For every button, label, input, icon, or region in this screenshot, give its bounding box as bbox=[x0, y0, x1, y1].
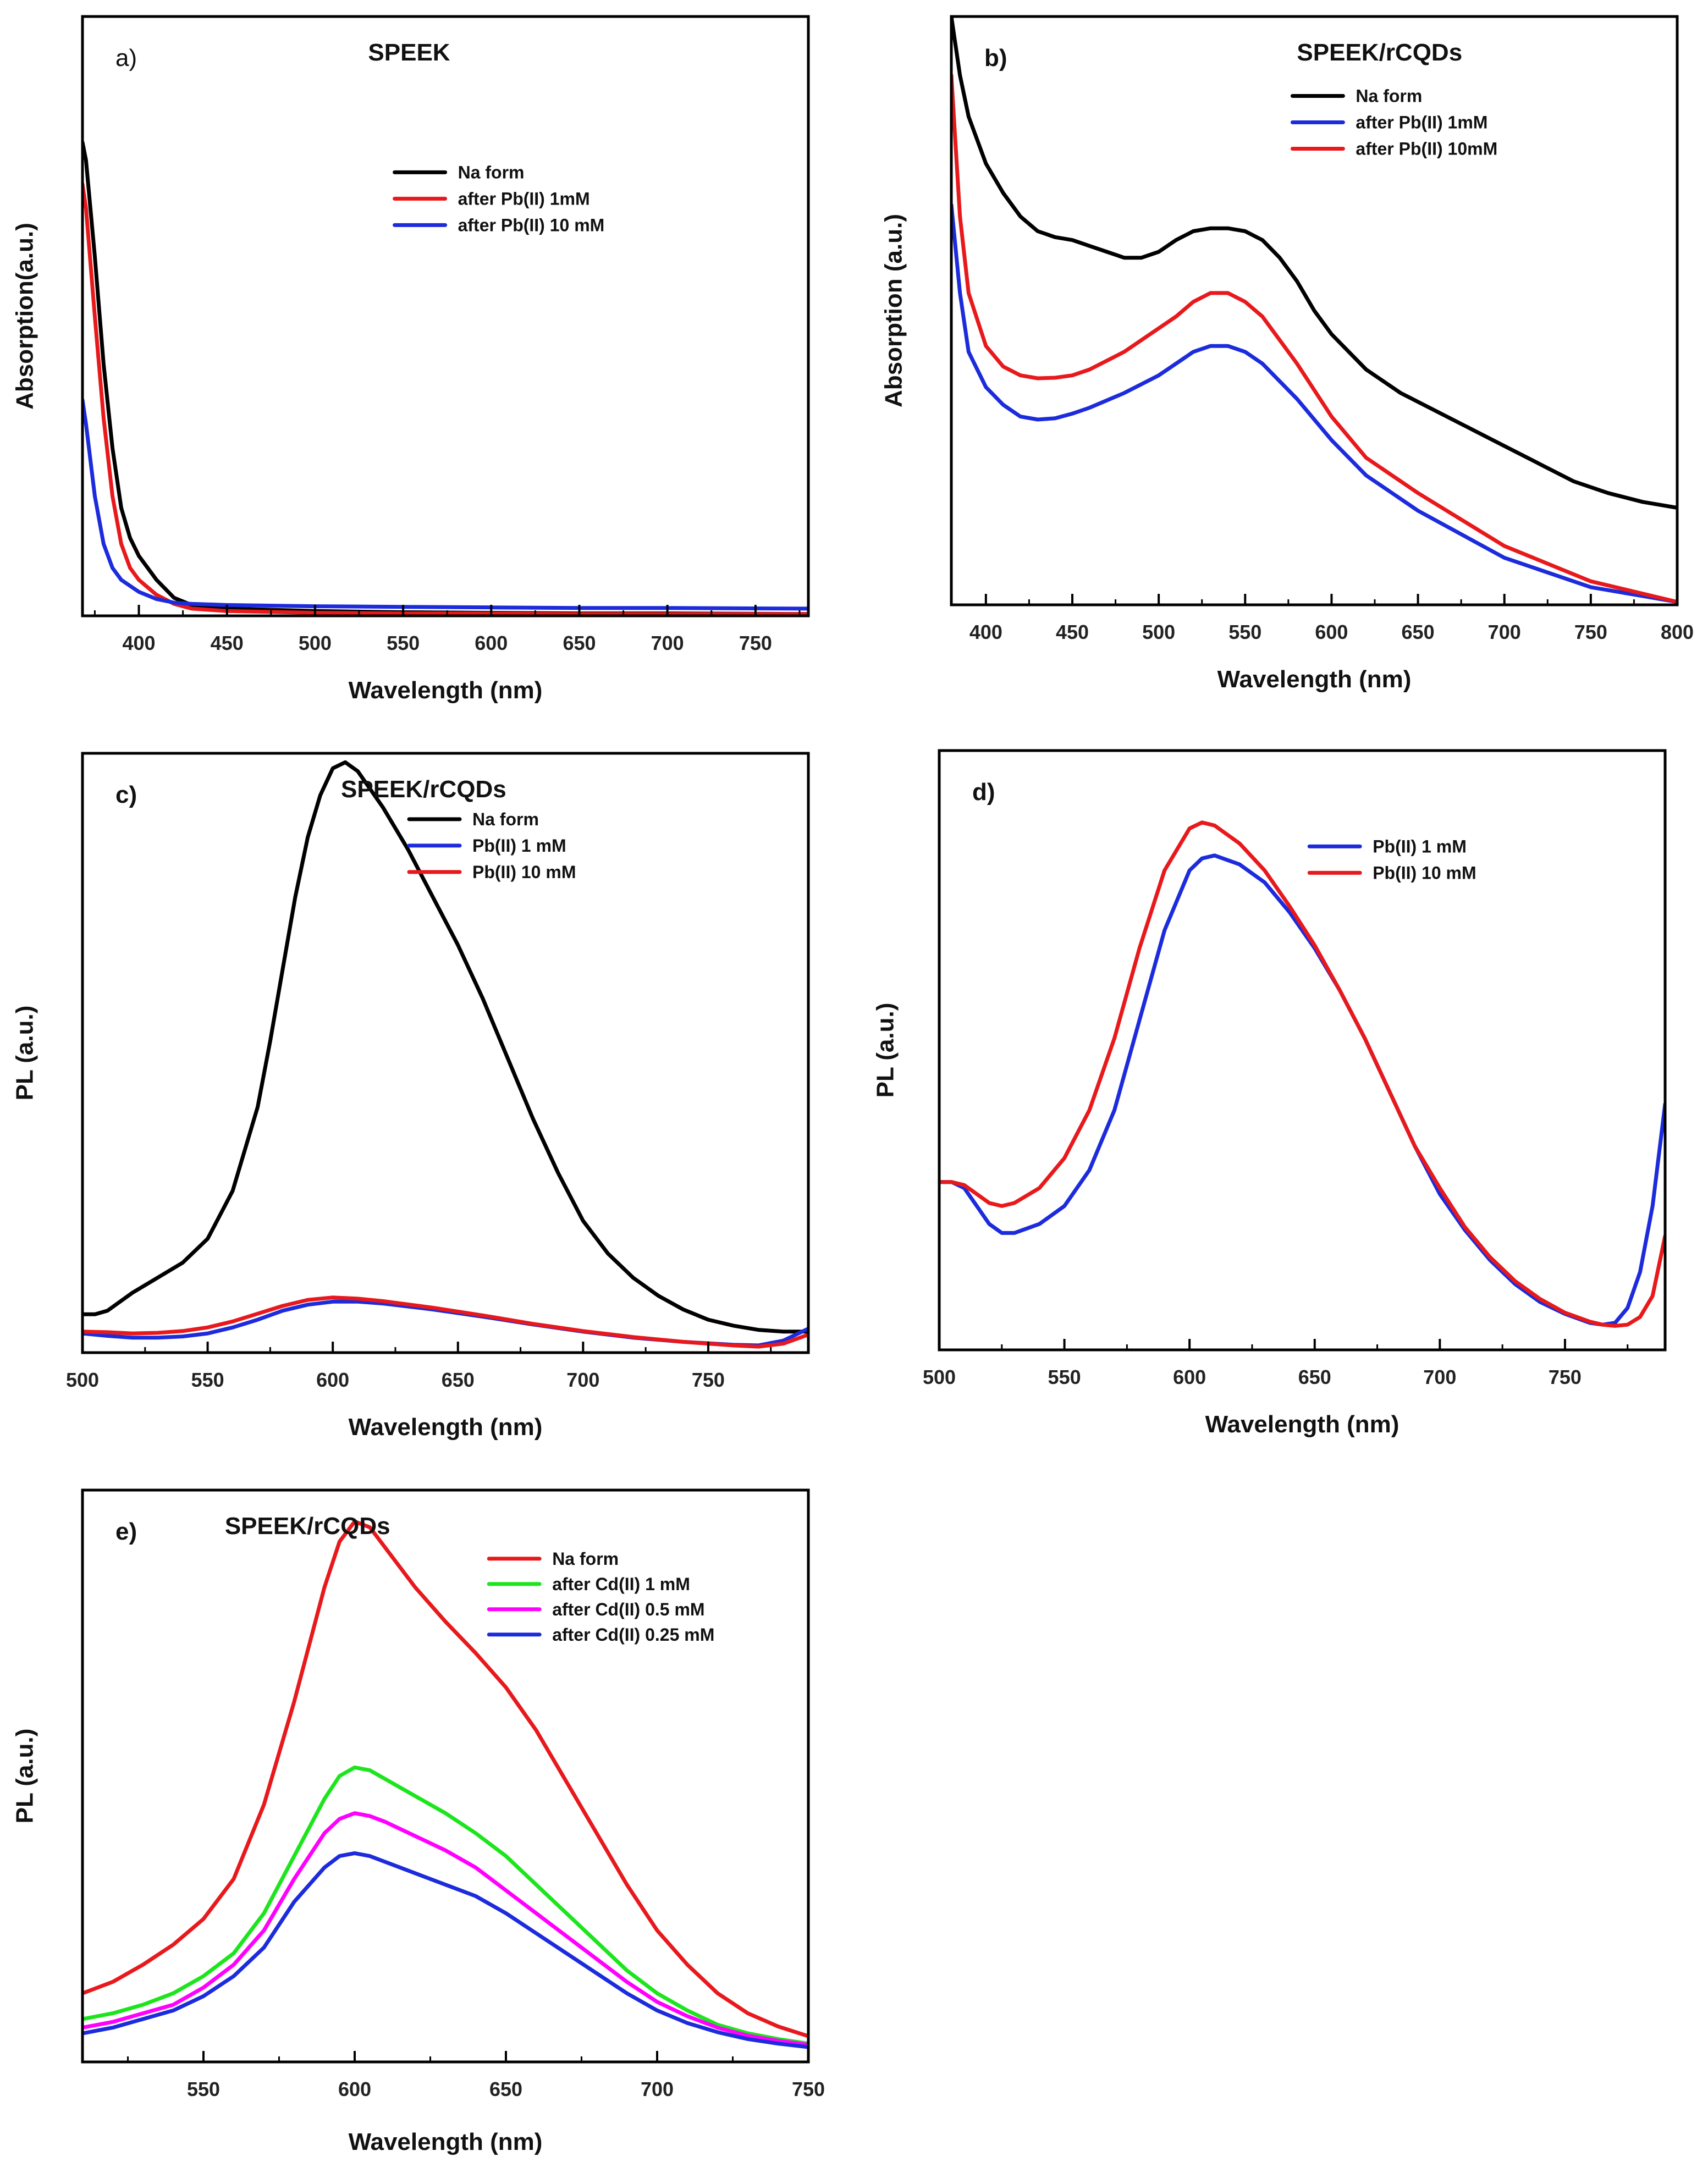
legend-label-a-1: after Pb(II) 1mM bbox=[458, 189, 590, 208]
series-line-e-0 bbox=[82, 1519, 808, 2038]
legend-label-a-2: after Pb(II) 10 mM bbox=[458, 215, 605, 235]
x-axis-label-d: Wavelength (nm) bbox=[1205, 1411, 1400, 1438]
plot-frame-a bbox=[81, 15, 810, 617]
x-tick-label-c-3: 650 bbox=[442, 1369, 475, 1391]
legend-label-a-0: Na form bbox=[458, 162, 525, 182]
y-axis-label-e: PL (a.u.) bbox=[12, 1729, 38, 1824]
series-line-a-0 bbox=[82, 140, 808, 616]
x-tick-label-b-8: 800 bbox=[1661, 621, 1694, 643]
legend-label-c-0: Na form bbox=[472, 809, 539, 829]
x-axis-label-e: Wavelength (nm) bbox=[349, 2128, 543, 2155]
legend-label-b-2: after Pb(II) 10mM bbox=[1356, 139, 1497, 158]
panel-letter-c: c) bbox=[115, 781, 137, 808]
legend-label-b-1: after Pb(II) 1mM bbox=[1356, 112, 1487, 132]
x-tick-label-c-1: 550 bbox=[191, 1369, 224, 1391]
legend-label-c-1: Pb(II) 1 mM bbox=[472, 836, 566, 856]
chart-panel-e: 550 600 650 700 750 Wavelength (nm) PL (a.u.) e… bbox=[12, 1488, 825, 2155]
series-line-a-2 bbox=[82, 398, 808, 611]
x-tick-label-a-7: 750 bbox=[739, 632, 772, 654]
x-tick-label-d-4: 700 bbox=[1423, 1366, 1456, 1388]
x-axis-label-b: Wavelength (nm) bbox=[1217, 666, 1412, 693]
x-axis-label-c: Wavelength (nm) bbox=[349, 1414, 543, 1441]
chart-title-a: SPEEK bbox=[368, 39, 450, 66]
legend-label-e-2: after Cd(II) 0.5 mM bbox=[552, 1600, 704, 1619]
plot-frame-c bbox=[81, 752, 810, 1354]
x-tick-label-b-6: 700 bbox=[1488, 621, 1521, 643]
panel-letter-b: b) bbox=[984, 45, 1007, 71]
chart-panel-d: 500 550 600 650 700 750 Wavelength (nm) PL (a.u… bbox=[872, 749, 1667, 1438]
x-tick-label-b-7: 750 bbox=[1574, 621, 1607, 643]
x-tick-label-c-2: 600 bbox=[316, 1369, 349, 1391]
x-tick-label-a-6: 700 bbox=[651, 632, 684, 654]
series-line-d-1 bbox=[939, 820, 1665, 1328]
legend-label-e-3: after Cd(II) 0.25 mM bbox=[552, 1625, 714, 1645]
x-tick-label-b-2: 500 bbox=[1142, 621, 1175, 643]
legend-label-d-0: Pb(II) 1 mM bbox=[1373, 836, 1467, 856]
plot-frame-d bbox=[938, 749, 1667, 1352]
legend-label-e-0: Na form bbox=[552, 1549, 619, 1569]
series-line-a-1 bbox=[82, 182, 808, 616]
x-tick-label-d-5: 750 bbox=[1549, 1366, 1582, 1388]
x-tick-label-b-0: 400 bbox=[969, 621, 1002, 643]
legend-label-d-1: Pb(II) 10 mM bbox=[1373, 863, 1476, 883]
chart-panel-c: 500 550 600 650 700 750 Wavelength (nm) PL (a.u… bbox=[12, 752, 810, 1441]
chart-title-e: SPEEK/rCQDs bbox=[225, 1513, 390, 1540]
x-tick-label-d-0: 500 bbox=[923, 1366, 956, 1388]
x-tick-label-a-0: 400 bbox=[122, 632, 155, 654]
x-axis-label-a: Wavelength (nm) bbox=[349, 677, 543, 704]
series-line-b-1 bbox=[951, 202, 1677, 604]
series-line-c-0 bbox=[82, 760, 808, 1334]
plot-frame-e bbox=[81, 1488, 810, 2064]
series-line-c-2 bbox=[82, 1295, 808, 1349]
chart-panel-a: 400 450 500 550 600 650 700 750 Wavelength (nm) A… bbox=[12, 15, 810, 704]
y-axis-label-d: PL (a.u.) bbox=[872, 1003, 899, 1098]
x-tick-label-e-3: 700 bbox=[641, 2078, 674, 2100]
x-tick-label-e-0: 550 bbox=[187, 2078, 220, 2100]
legend-label-c-2: Pb(II) 10 mM bbox=[472, 862, 576, 882]
x-tick-label-a-3: 550 bbox=[387, 632, 420, 654]
x-tick-label-b-3: 550 bbox=[1228, 621, 1261, 643]
y-axis-label-c: PL (a.u.) bbox=[12, 1006, 38, 1101]
series-line-e-1 bbox=[82, 1765, 808, 2046]
chart-panel-b: 400 450 500 550 600 650 700 750 800 Wavelength (n… bbox=[880, 15, 1694, 693]
chart-title-b: SPEEK/rCQDs bbox=[1297, 39, 1462, 66]
chart-title-c: SPEEK/rCQDs bbox=[341, 776, 506, 803]
x-tick-label-a-1: 450 bbox=[211, 632, 244, 654]
series-line-e-3 bbox=[82, 1851, 808, 2049]
plot-frame-b bbox=[950, 15, 1679, 606]
panel-letter-e: e) bbox=[115, 1518, 137, 1545]
x-tick-label-c-0: 500 bbox=[66, 1369, 99, 1391]
x-tick-label-b-4: 600 bbox=[1315, 621, 1348, 643]
x-tick-label-e-1: 600 bbox=[338, 2078, 371, 2100]
x-tick-label-e-4: 750 bbox=[792, 2078, 825, 2100]
series-line-b-0 bbox=[951, 16, 1677, 510]
x-tick-label-d-1: 550 bbox=[1048, 1366, 1081, 1388]
x-tick-label-a-5: 650 bbox=[563, 632, 596, 654]
y-axis-label-b: Absorption (a.u.) bbox=[880, 214, 907, 407]
y-axis-label-a: Absorption(a.u.) bbox=[12, 223, 38, 410]
x-tick-label-a-2: 500 bbox=[299, 632, 332, 654]
x-tick-label-b-5: 650 bbox=[1402, 621, 1435, 643]
legend-label-b-0: Na form bbox=[1356, 86, 1422, 106]
panel-letter-a: a) bbox=[115, 45, 137, 71]
x-tick-label-c-5: 750 bbox=[692, 1369, 725, 1391]
x-tick-label-d-3: 650 bbox=[1298, 1366, 1331, 1388]
x-tick-label-b-1: 450 bbox=[1056, 621, 1089, 643]
x-tick-label-d-2: 600 bbox=[1173, 1366, 1206, 1388]
legend-label-e-1: after Cd(II) 1 mM bbox=[552, 1574, 690, 1594]
panel-letter-d: d) bbox=[972, 779, 995, 806]
series-line-b-2 bbox=[951, 73, 1677, 604]
x-tick-label-e-2: 650 bbox=[489, 2078, 522, 2100]
series-line-e-2 bbox=[82, 1811, 808, 2047]
x-tick-label-c-4: 700 bbox=[566, 1369, 599, 1391]
x-tick-label-a-4: 600 bbox=[475, 632, 508, 654]
